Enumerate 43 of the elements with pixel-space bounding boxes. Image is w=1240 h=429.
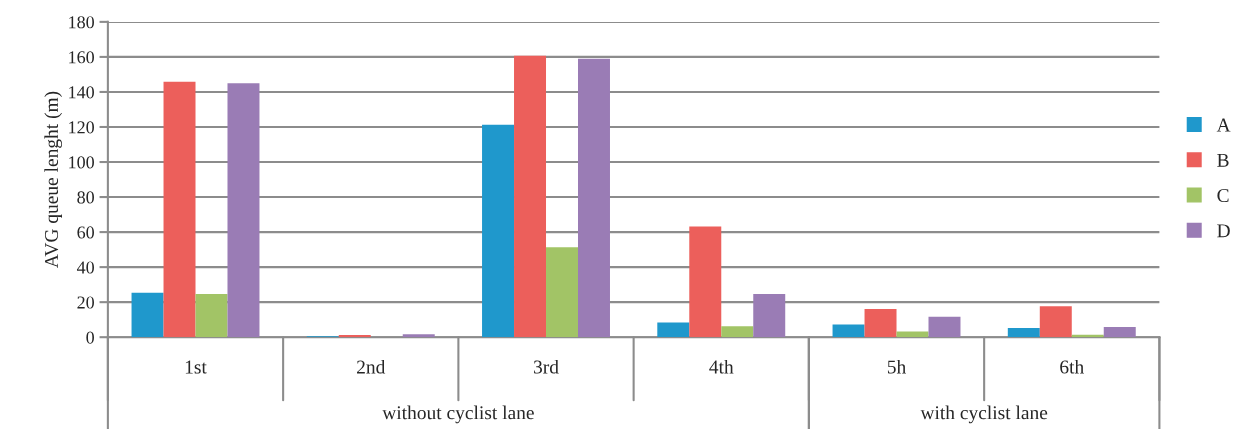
y-tick-label: 160	[69, 51, 94, 64]
x-tick-label: 2nd	[357, 359, 386, 374]
bar	[753, 293, 786, 338]
bar	[1039, 306, 1072, 338]
text: without cyclist lane	[382, 405, 534, 424]
bar	[578, 58, 610, 338]
bar	[402, 334, 435, 338]
bar	[896, 331, 929, 338]
x-tick-label: 3rd	[533, 359, 559, 374]
bar	[832, 324, 865, 338]
y-tick-label: 140	[69, 86, 94, 99]
x-tick-label: 1st	[185, 360, 207, 374]
y-tick-label: 60	[77, 226, 94, 239]
legend-label: C	[1217, 189, 1229, 203]
x-tick-label: 5h	[887, 359, 906, 374]
bar	[928, 316, 961, 338]
y-tick-label: 80	[77, 191, 94, 204]
bar	[514, 55, 547, 338]
bar	[689, 226, 722, 338]
text: with cyclist lane	[920, 405, 1048, 424]
y-tick-label: 0	[86, 331, 94, 344]
y-tick-label: 180	[69, 16, 94, 29]
bar	[1103, 327, 1136, 338]
bar	[195, 293, 228, 338]
y-axis-title: AVG queue lenght (m)	[44, 91, 63, 268]
bar	[227, 83, 260, 338]
bar	[546, 247, 578, 338]
y-tick-label: 120	[69, 121, 94, 134]
bar	[131, 292, 164, 338]
bar	[657, 322, 690, 338]
legend-label: A	[1216, 118, 1231, 132]
y-tick-label: 20	[77, 296, 94, 309]
legend-label: B	[1217, 153, 1229, 167]
y-tick-label: 40	[76, 261, 94, 274]
bar	[864, 308, 897, 338]
y-tick-label: 100	[69, 156, 94, 169]
bar	[1007, 328, 1040, 338]
legend-label: D	[1217, 224, 1230, 238]
bar	[721, 326, 754, 338]
bar	[482, 124, 515, 338]
bar	[163, 81, 196, 338]
x-tick-label: 4th	[709, 359, 734, 374]
x-tick-label: 6th	[1060, 359, 1084, 374]
